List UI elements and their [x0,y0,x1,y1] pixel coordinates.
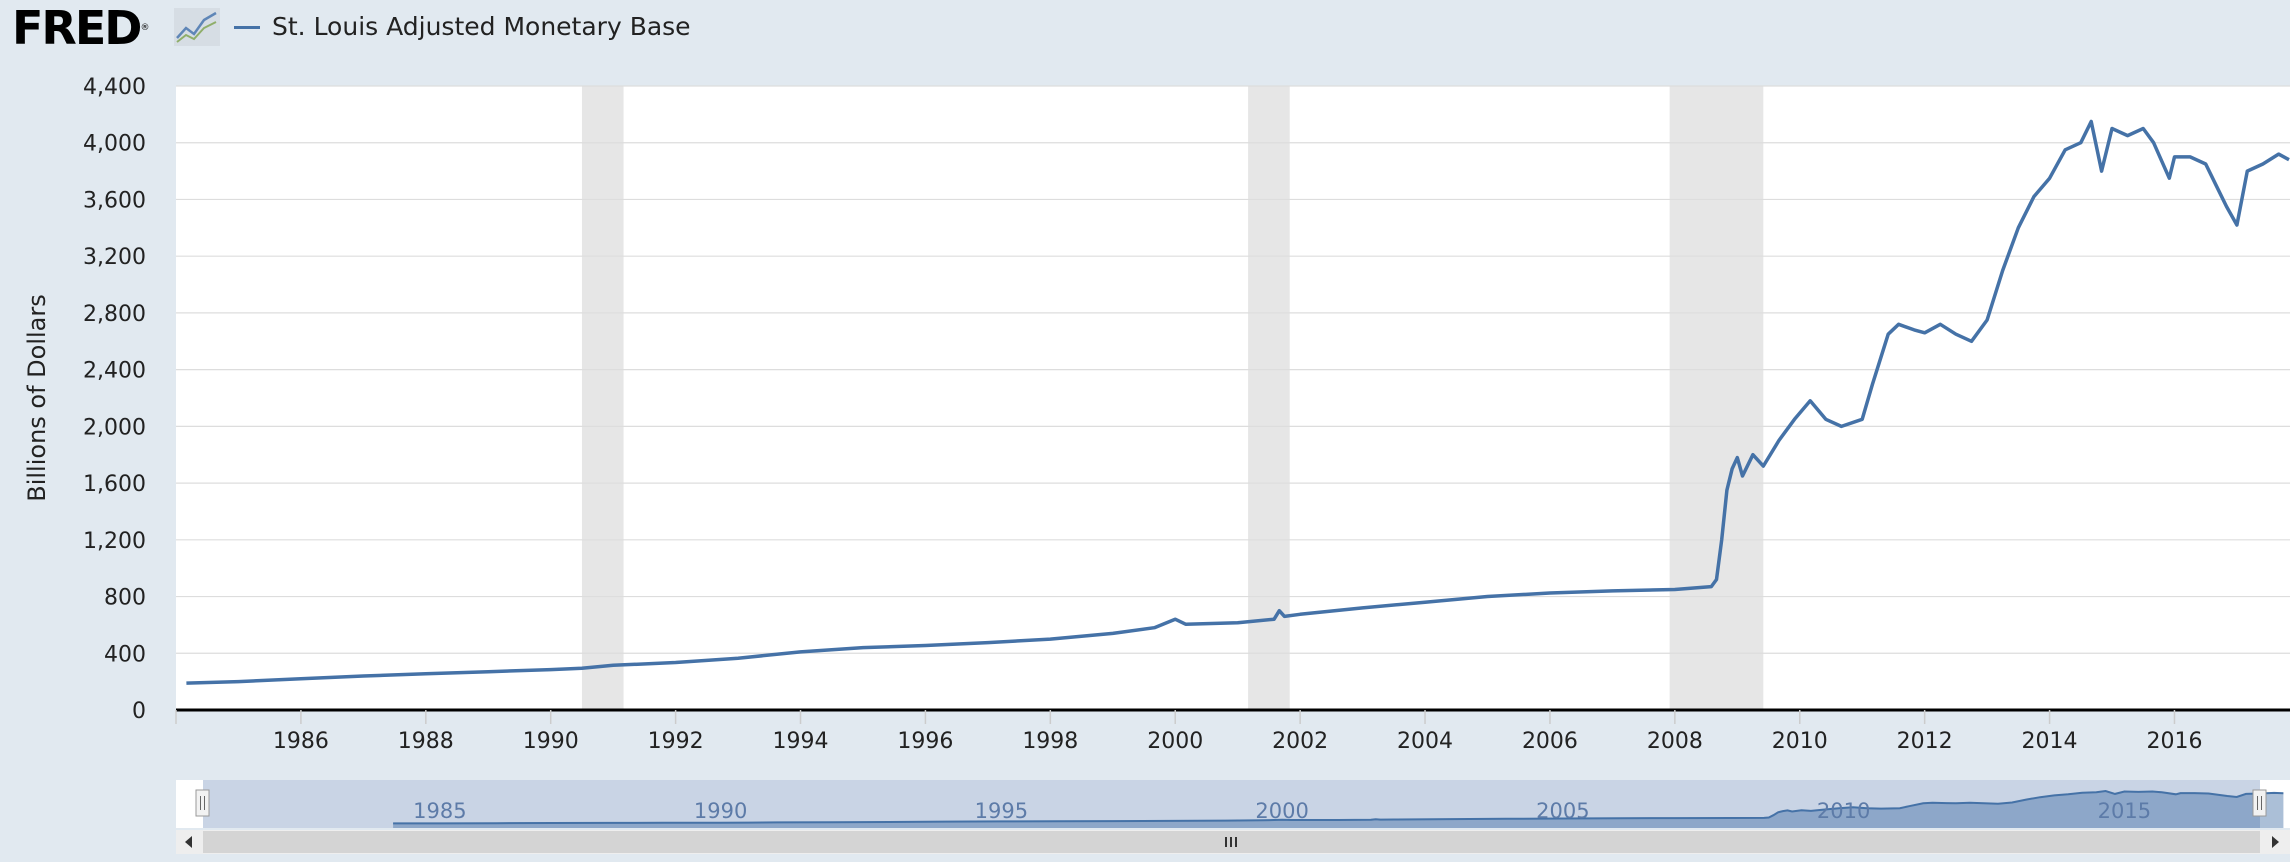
y-tick-label: 2,400 [83,359,146,384]
recession-band-2 [1669,86,1764,710]
x-tick-label: 1988 [398,729,454,754]
x-axis-ticks: 1986 1988 1990 1992 1994 1996 1998 2000 2002 2004… [175,710,2202,754]
x-tick-label: 2000 [1147,729,1203,754]
navigator[interactable]: 1985 1990 1995 2000 2005 2010 2015 [176,780,2290,854]
y-tick-label: 2,800 [83,302,146,327]
gridlines [176,85,2290,654]
navigator-handle-left[interactable] [195,789,210,817]
x-tick-label: 1992 [648,729,704,754]
x-tick-label: 1996 [897,729,953,754]
x-tick-label: 2012 [1897,729,1953,754]
x-tick-label: 2008 [1647,729,1703,754]
y-tick-label: 1,600 [83,472,146,497]
fred-logo[interactable]: FRED® [12,0,149,56]
x-tick-label: 2006 [1522,729,1578,754]
x-tick-label: 2004 [1397,729,1453,754]
x-tick-label: 1986 [273,729,329,754]
chart-header: FRED® St. Louis Adjusted Monetary Base [0,0,2290,60]
series-layer [186,119,2290,685]
y-tick-label: 3,600 [83,188,146,213]
navigator-tick-label: 1990 [694,799,747,823]
series-line-0[interactable] [186,119,2290,685]
x-tick-label: 2014 [2022,729,2078,754]
navigator-area [393,791,2284,828]
navigator-tick-label: 2015 [2098,799,2151,823]
x-tick-label: 2010 [1772,729,1828,754]
recession-bands [581,86,1764,710]
y-tick-label: 4,000 [83,132,146,157]
scroll-grip-icon [1225,837,1237,847]
plot-area [176,86,2290,710]
arrow-left-icon [185,836,192,848]
x-tick-label: 2002 [1272,729,1328,754]
scroll-left-button[interactable] [176,830,202,854]
recession-band-0 [581,86,624,710]
y-tick-label: 400 [104,642,146,667]
fred-graph-icon [174,8,220,46]
x-tick-label: 1994 [773,729,829,754]
scroll-right-button[interactable] [2262,830,2290,854]
y-axis-ticks: 0 400 800 1,200 1,600 2,000 2,400 2,800 3,200 3,6… [83,75,146,724]
navigator-line [393,789,2284,825]
y-axis-title: Billions of Dollars [23,294,51,502]
navigator-tick-label: 2000 [1255,799,1308,823]
y-tick-label: 2,000 [83,415,146,440]
x-tick-label: 1998 [1022,729,1078,754]
x-tick-label: 1990 [523,729,579,754]
navigator-tick-label: 2005 [1536,799,1589,823]
legend-swatch [234,26,260,29]
navigator-handle-right[interactable] [2252,789,2267,817]
navigator-series [393,789,2284,828]
navigator-tick-label: 2010 [1817,799,1870,823]
y-tick-label: 0 [132,699,146,724]
legend-series-label: St. Louis Adjusted Monetary Base [272,12,691,41]
fred-logo-text: FRED [12,1,142,55]
arrow-right-icon [2272,836,2279,848]
y-tick-label: 1,200 [83,529,146,554]
registered-mark: ® [140,23,150,33]
y-tick-label: 3,200 [83,245,146,270]
y-tick-label: 800 [104,586,146,611]
recession-band-1 [1248,86,1290,710]
x-tick-label: 2016 [2146,729,2202,754]
navigator-labels: 1985 1990 1995 2000 2005 2010 2015 [413,799,2151,823]
y-tick-label: 4,400 [83,75,146,100]
navigator-tick-label: 1995 [975,799,1028,823]
navigator-tick-label: 1985 [413,799,466,823]
